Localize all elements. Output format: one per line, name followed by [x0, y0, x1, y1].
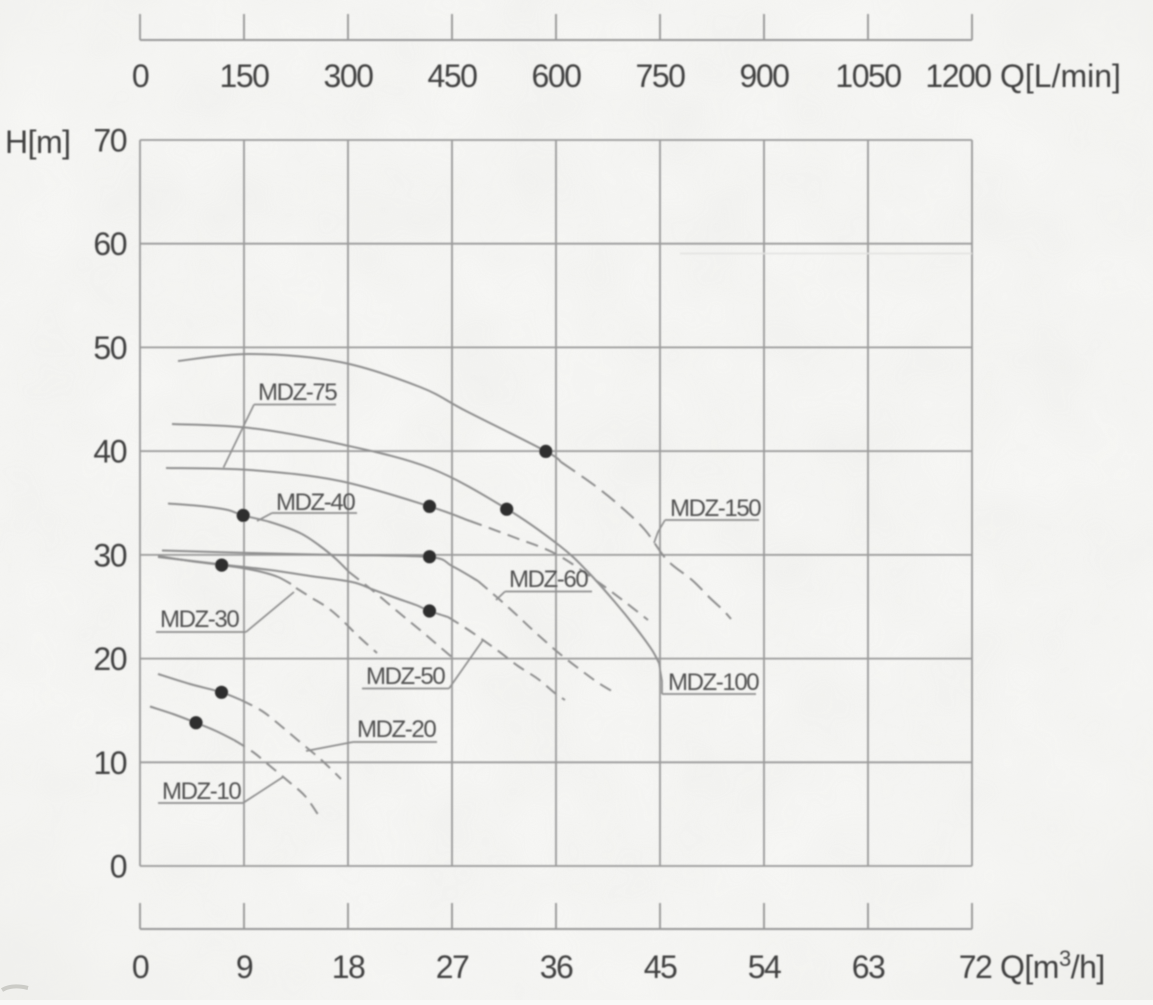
svg-text:40: 40: [93, 434, 126, 470]
svg-text:H[m]: H[m]: [5, 124, 71, 160]
svg-text:18: 18: [332, 949, 365, 985]
svg-text:27: 27: [436, 949, 469, 985]
svg-text:MDZ-30: MDZ-30: [160, 606, 239, 633]
svg-text:MDZ-100: MDZ-100: [668, 669, 759, 696]
svg-text:30: 30: [93, 537, 126, 573]
svg-text:20: 20: [93, 641, 126, 677]
svg-text:45: 45: [644, 949, 677, 985]
svg-text:Q[m3/h]: Q[m3/h]: [1000, 946, 1105, 985]
svg-text:MDZ-40: MDZ-40: [276, 489, 355, 516]
svg-text:1200: 1200: [925, 58, 991, 94]
svg-text:70: 70: [93, 123, 126, 159]
svg-text:1050: 1050: [835, 58, 901, 94]
svg-text:0: 0: [132, 58, 149, 94]
svg-text:54: 54: [748, 949, 781, 985]
svg-text:0: 0: [132, 949, 149, 985]
svg-text:Q[L/min]: Q[L/min]: [1000, 58, 1121, 94]
svg-text:300: 300: [324, 58, 374, 94]
svg-text:50: 50: [93, 330, 126, 366]
svg-text:0: 0: [110, 848, 127, 884]
svg-text:600: 600: [532, 58, 582, 94]
svg-text:36: 36: [540, 949, 573, 985]
svg-text:MDZ-10: MDZ-10: [162, 778, 241, 805]
svg-text:450: 450: [428, 58, 478, 94]
svg-text:150: 150: [220, 58, 270, 94]
svg-text:MDZ-60: MDZ-60: [509, 566, 588, 593]
svg-text:9: 9: [236, 949, 253, 985]
svg-text:MDZ-150: MDZ-150: [670, 495, 761, 522]
svg-text:MDZ-50: MDZ-50: [366, 663, 445, 690]
svg-text:MDZ-75: MDZ-75: [258, 379, 337, 406]
svg-text:72: 72: [959, 949, 992, 985]
svg-text:750: 750: [636, 58, 686, 94]
svg-text:10: 10: [93, 745, 126, 781]
svg-text:60: 60: [93, 226, 126, 262]
svg-text:900: 900: [740, 58, 790, 94]
svg-text:63: 63: [852, 949, 885, 985]
svg-text:MDZ-20: MDZ-20: [357, 716, 436, 743]
